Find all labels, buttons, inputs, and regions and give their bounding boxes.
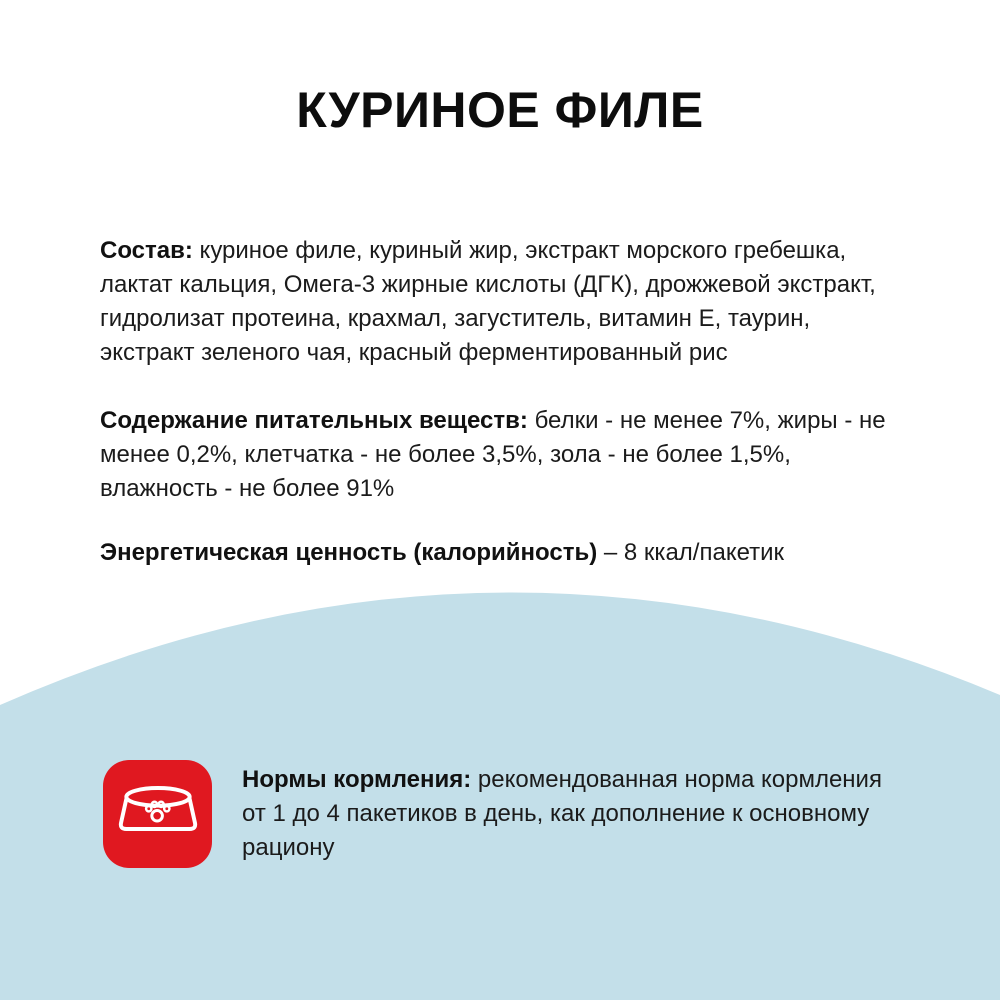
dome-shape xyxy=(0,592,1000,1000)
energy-label: Энергетическая ценность (калорийность) xyxy=(100,539,598,566)
composition-paragraph: Состав: куриное филе, куриный жир, экстр… xyxy=(100,234,900,370)
energy-paragraph: Энергетическая ценность (калорийность) –… xyxy=(100,536,900,570)
energy-text: – 8 ккал/пакетик xyxy=(603,539,785,566)
composition-label: Состав: xyxy=(100,237,193,264)
dome-background xyxy=(0,592,1000,1000)
nutrients-paragraph: Содержание питательных веществ: белки - … xyxy=(100,404,900,506)
composition-text: куриное филе, куриный жир, экстракт морс… xyxy=(100,237,876,366)
page-title: КУРИНОЕ ФИЛЕ xyxy=(296,82,704,138)
nutrients-text: белки - не менее 7%, жиры - не менее 0,2… xyxy=(100,407,886,502)
nutrients-label: Содержание питательных веществ: xyxy=(100,407,528,434)
